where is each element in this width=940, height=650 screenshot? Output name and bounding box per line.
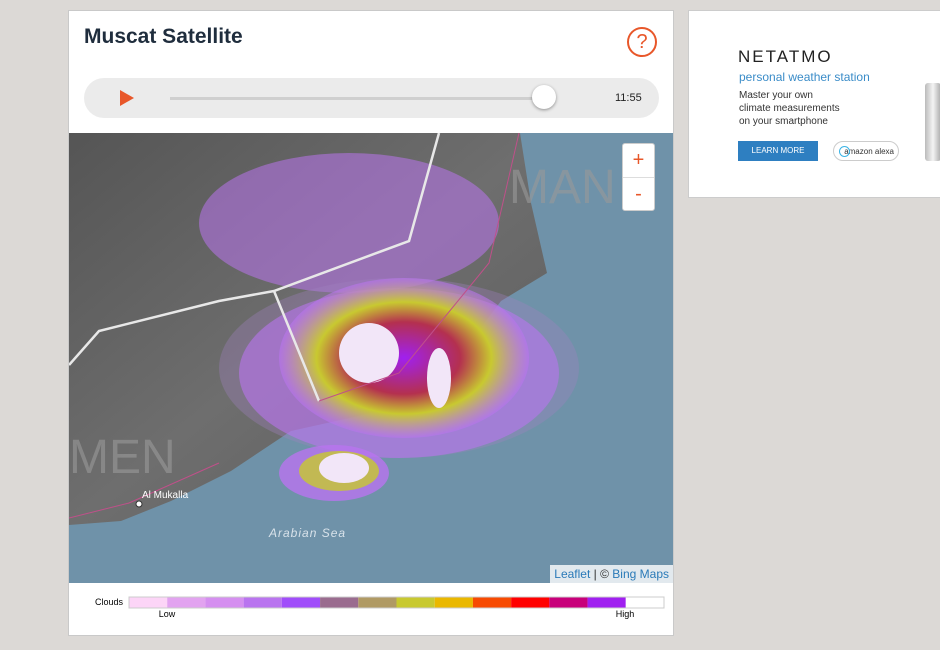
legend-border (128, 596, 665, 609)
country-label: MAN (509, 161, 616, 214)
learn-more-button[interactable]: LEARN MORE (738, 141, 818, 161)
cloud-top (339, 323, 399, 383)
map[interactable]: MAN MEN Al Mukalla Arabian Sea + - Leafl… (69, 133, 673, 583)
legend-swatch (281, 597, 321, 608)
legend-label: Clouds (95, 597, 124, 607)
legend-swatch (320, 597, 359, 608)
ad-tagline: personal weather station (739, 70, 870, 84)
cloud-top (319, 453, 369, 483)
city-label: Al Mukalla (142, 490, 189, 501)
leaflet-link[interactable]: Leaflet (554, 567, 591, 581)
map-canvas: MAN MEN Al Mukalla Arabian Sea (69, 133, 673, 583)
attribution: Leaflet | © Bing Maps (550, 565, 673, 583)
timeline-knob[interactable] (532, 85, 556, 109)
cloud-top (427, 348, 451, 408)
copyright: © (600, 567, 609, 581)
legend-swatch (396, 597, 435, 608)
ad-line: climate measurements (739, 103, 840, 114)
border-line (69, 133, 441, 402)
ad-line: Master your own (739, 90, 813, 101)
legend-low: Low (159, 609, 176, 619)
zoom-out[interactable]: - (623, 177, 654, 211)
satellite-card: Muscat Satellite ? 11:55 MAN M (68, 10, 674, 636)
zoom-in[interactable]: + (632, 149, 645, 171)
timeline-track[interactable] (170, 97, 545, 100)
time-label: 11:55 (615, 92, 642, 104)
legend-swatch (167, 597, 206, 608)
legend-swatch (625, 597, 664, 608)
player-bar: 11:55 (84, 78, 659, 118)
legend-high: High (616, 609, 635, 619)
ad-line: on your smartphone (739, 116, 828, 127)
legend: Clouds Low High (95, 596, 665, 619)
ad-body: Master your own climate measurements on … (739, 89, 840, 128)
ad-banner[interactable]: NETATMO personal weather station Master … (688, 10, 940, 198)
legend-swatch (434, 597, 473, 608)
legend-bar (128, 596, 665, 609)
legend-swatch (549, 597, 588, 608)
legend-swatch (205, 597, 244, 608)
separator: | (593, 567, 597, 581)
card-title: Muscat Satellite (84, 25, 243, 48)
ad-brand: NETATMO (738, 47, 833, 66)
device-image (925, 83, 940, 161)
road-line (69, 133, 520, 519)
alexa-badge: amazon alexa (833, 141, 899, 161)
legend-swatch (358, 597, 397, 608)
city-dot (135, 500, 143, 508)
legend-swatch (587, 597, 626, 608)
legend-swatch (129, 597, 168, 608)
cloud (199, 153, 499, 293)
bing-link[interactable]: Bing Maps (612, 567, 669, 581)
storm (279, 278, 529, 438)
country-label: MEN (69, 431, 176, 484)
legend-swatch (472, 597, 512, 608)
zoom-control: + - (622, 143, 655, 211)
legend-swatch (243, 597, 282, 608)
legend-swatch (511, 597, 550, 608)
sea-label: Arabian Sea (268, 526, 346, 540)
help-button[interactable]: ? (627, 27, 657, 57)
play-button[interactable] (120, 90, 134, 106)
